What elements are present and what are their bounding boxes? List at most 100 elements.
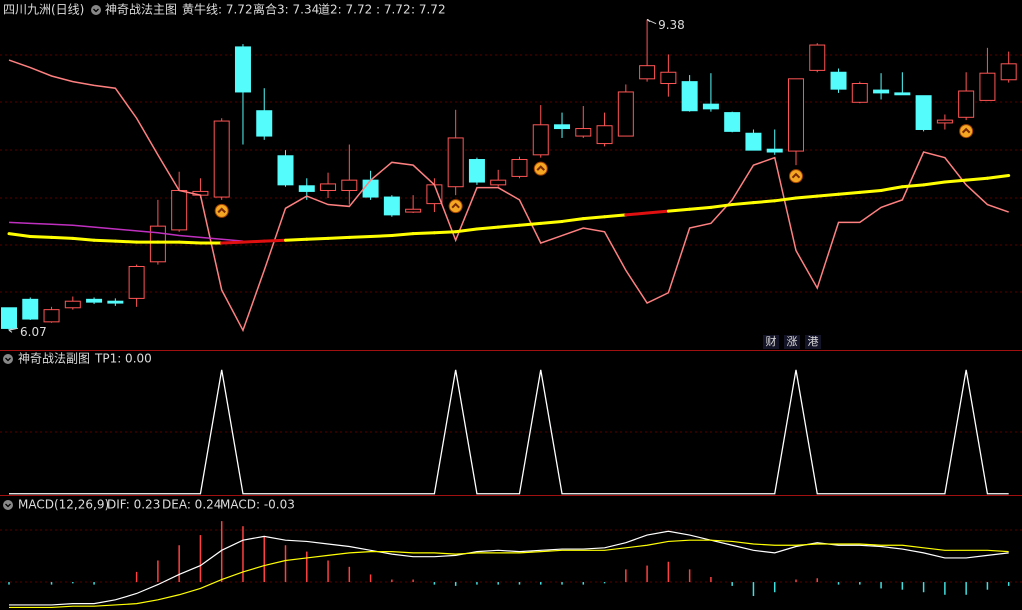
line-segment	[560, 217, 585, 223]
legend-item: DEA: 0.24	[162, 498, 221, 512]
signal-marker	[959, 124, 974, 139]
badge-box	[763, 335, 779, 349]
badge-box	[784, 335, 800, 349]
line-segment	[581, 215, 607, 221]
candle-body	[447, 137, 464, 188]
plots: 9.38 6.07 财涨港	[1, 17, 1017, 609]
candle-body	[405, 208, 422, 213]
line-series	[8, 59, 1009, 333]
header-bg	[0, 0, 1022, 19]
candle-body	[490, 179, 507, 186]
badge-text: 财	[766, 334, 777, 348]
line-segment	[496, 223, 521, 229]
signal-circle	[788, 169, 803, 184]
candle-body	[320, 183, 337, 191]
line-segment	[539, 219, 564, 225]
line-segment	[50, 235, 75, 240]
line-segment	[71, 236, 96, 242]
legend-item: DIF: 0.23	[107, 498, 160, 512]
candle-body	[86, 298, 103, 303]
line-segment	[964, 176, 989, 182]
signal-circle	[448, 199, 463, 214]
candle-body	[383, 196, 400, 216]
candle-body	[702, 103, 719, 110]
menu-icon[interactable]	[3, 500, 13, 510]
candle-body	[213, 120, 230, 198]
signal-chevron	[536, 165, 545, 171]
candle-body	[787, 78, 804, 152]
line-segment	[517, 221, 543, 227]
panel-title: MACD(12,26,9)	[18, 498, 109, 512]
candle-body	[341, 179, 358, 191]
line-segment	[773, 196, 798, 203]
line-segment	[603, 213, 628, 219]
signal-chevron	[961, 127, 971, 134]
line-segment	[837, 190, 862, 196]
candle-body	[851, 83, 868, 103]
line-segment	[390, 232, 415, 238]
signal-marker	[533, 161, 548, 176]
grid	[0, 54, 1022, 583]
line-segment	[432, 230, 458, 235]
legend-item: TP1: 0.00	[94, 352, 152, 366]
panel-title: 神奇战法主图	[105, 3, 177, 17]
line-segment	[92, 238, 117, 243]
legend-item: 道2: 7.72	[318, 3, 372, 17]
line-segment	[305, 236, 330, 241]
line-segment	[751, 199, 777, 205]
candle-body	[724, 112, 741, 132]
line-segment	[454, 227, 479, 234]
menu-icon[interactable]	[3, 354, 13, 364]
signal-circle	[214, 203, 229, 218]
candle-body	[128, 265, 145, 299]
candle-body	[873, 89, 890, 94]
signal-marker	[448, 199, 463, 214]
legend-item: 离合3: 7.34	[253, 2, 319, 17]
candle-body	[766, 148, 783, 153]
line-segment	[943, 178, 968, 184]
candle-body	[511, 159, 528, 177]
menu-icon[interactable]	[91, 5, 101, 15]
line-segment	[666, 207, 692, 213]
badge-text: 港	[808, 335, 819, 348]
candle-body	[43, 309, 60, 323]
candle-body	[256, 110, 273, 137]
candle-body	[809, 44, 826, 71]
line-segment	[411, 231, 436, 236]
line-segment	[28, 234, 54, 239]
annotation-label: 6.07	[20, 325, 47, 339]
line-segment	[284, 237, 309, 242]
legend-item: 黄牛线: 7.72	[182, 2, 253, 17]
line-segment	[645, 209, 670, 215]
badge-text: 涨	[787, 335, 798, 348]
signal-chevron	[217, 207, 226, 214]
candle-body	[830, 71, 847, 90]
signal-circle	[533, 161, 548, 176]
line-segment	[220, 240, 245, 245]
line-segment	[177, 240, 202, 245]
candle-body	[426, 184, 443, 205]
legend-item: MACD: -0.03	[220, 498, 295, 512]
line-segment	[900, 183, 926, 189]
candle-body	[362, 179, 379, 198]
candle-body	[958, 90, 975, 118]
line-segment	[730, 201, 755, 207]
badge: 涨	[784, 335, 800, 349]
candle-body	[171, 189, 188, 231]
candle-body	[660, 71, 677, 85]
legend-item: : 7.72	[376, 3, 411, 17]
signal-chevron	[791, 172, 801, 179]
badge-box	[805, 335, 821, 349]
panel-title: 神奇战法副图	[18, 352, 90, 366]
candle-body	[234, 46, 251, 93]
line-segment	[985, 173, 1011, 180]
candle-body	[575, 128, 592, 137]
line-segment	[709, 203, 734, 209]
candle-body	[468, 159, 485, 183]
candle-body	[894, 92, 911, 96]
badge: 港	[805, 335, 821, 349]
candle-body	[1, 307, 17, 329]
signal-marker	[788, 169, 803, 184]
legend-item: : 7.72	[411, 3, 446, 17]
